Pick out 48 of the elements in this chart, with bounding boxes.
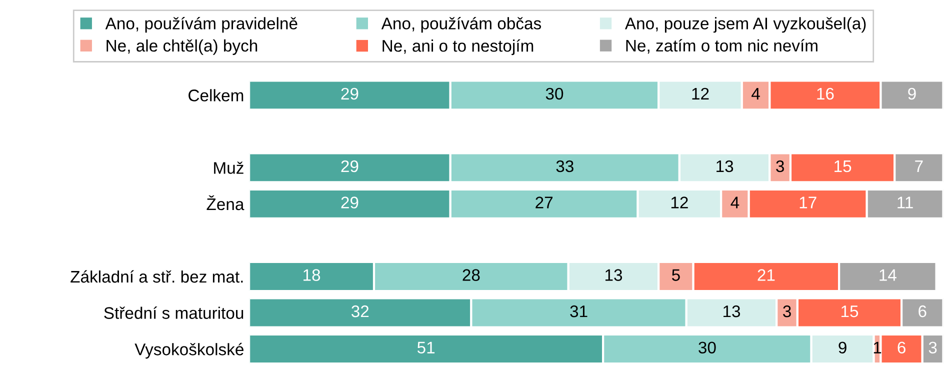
y-tick-label: Celkem: [188, 89, 244, 102]
data-label: 12: [671, 196, 688, 208]
y-tick-label: Žena: [206, 195, 244, 210]
legend-label: Ne, zatím o tom nic nevím: [626, 39, 818, 54]
data-label: 9: [838, 342, 846, 354]
data-label: 3: [928, 342, 937, 354]
legend-label: Ano, používám pravidelně: [105, 16, 298, 33]
data-label: 9: [908, 88, 916, 100]
data-label: 30: [546, 88, 564, 100]
data-label: 6: [918, 305, 926, 318]
y-tick-label: Střední s maturitou: [104, 306, 244, 319]
data-label: 29: [341, 88, 358, 100]
data-label: 51: [417, 342, 435, 354]
data-label: 13: [605, 269, 622, 281]
data-label: 6: [898, 342, 906, 354]
y-tick-label: Muž: [214, 162, 244, 174]
data-label: 7: [915, 160, 923, 172]
legend-label: Ano, používám občas: [381, 16, 542, 33]
y-tick-label: Základní a stř. bez mat.: [70, 270, 243, 283]
data-label: 3: [783, 305, 791, 318]
data-label: 3: [776, 160, 784, 172]
data-label: 13: [724, 305, 740, 318]
data-label: 12: [692, 88, 709, 100]
legend-label: Ne, ale chtěl(a) bych: [106, 39, 258, 55]
data-label: 28: [462, 269, 480, 281]
data-label: 31: [570, 305, 588, 318]
y-tick-label: Vysokoškolské: [134, 342, 244, 359]
data-label: 33: [556, 160, 574, 172]
data-label: 4: [752, 88, 760, 100]
legend-label: Ano, pouze jsem AI vyzkoušel(a): [624, 17, 866, 33]
data-label: 15: [842, 306, 858, 318]
data-label: 18: [304, 269, 320, 281]
data-label: 17: [800, 196, 816, 208]
data-label: 5: [672, 269, 680, 281]
data-label: 1: [874, 342, 882, 354]
data-label: 29: [341, 160, 358, 172]
data-label: 21: [758, 269, 775, 281]
data-label: 15: [834, 160, 852, 172]
legend-label: Ne, ani o to nestojím: [382, 39, 534, 56]
data-label: 27: [536, 196, 553, 208]
data-label: 29: [341, 196, 358, 208]
data-label: 30: [698, 342, 716, 354]
data-label: 13: [716, 160, 734, 172]
data-label: 16: [817, 88, 834, 100]
data-label: 14: [880, 269, 896, 281]
data-label: 32: [351, 305, 369, 318]
data-label: 11: [898, 196, 913, 208]
data-label: 4: [730, 196, 740, 208]
